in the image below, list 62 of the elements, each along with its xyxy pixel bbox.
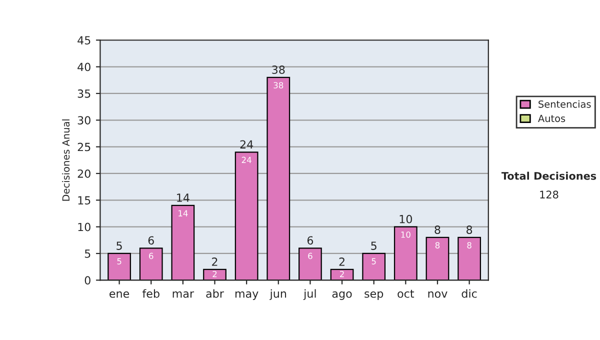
annotation: 38 — [272, 66, 285, 74]
text: 128 — [540, 190, 558, 199]
data-label: 5 — [117, 258, 122, 264]
bar — [458, 236, 481, 280]
text: Total Decisiones — [501, 172, 596, 180]
y-tick-label: 20 — [78, 169, 90, 178]
bar — [362, 252, 386, 280]
bar — [394, 226, 418, 280]
y-tick-label: 30 — [78, 116, 90, 125]
annotation: 6 — [307, 236, 314, 245]
data-label: 6 — [308, 252, 312, 260]
x-tick-label: ago — [332, 291, 352, 300]
y-tick-label: 10 — [78, 222, 90, 232]
y-tick-label: 15 — [78, 196, 90, 205]
y-tick-label: 25 — [78, 142, 90, 152]
bar — [298, 248, 322, 280]
y-tick-label: 5 — [84, 250, 90, 258]
bar — [171, 204, 195, 280]
x-tick-label: abr — [206, 289, 224, 298]
x-tick-label: dic — [462, 289, 477, 298]
data-label: 5 — [372, 258, 376, 264]
data-label: 38 — [274, 82, 284, 88]
x-tick-label: oct — [398, 290, 414, 298]
annotation: 8 — [434, 226, 440, 234]
x-tick-label: nov — [428, 291, 448, 298]
annotation: 6 — [148, 236, 154, 245]
y-tick-label: 0 — [84, 276, 90, 285]
x-tick-label: feb — [142, 289, 160, 298]
data-label: 24 — [242, 156, 252, 163]
x-tick-label: may — [235, 291, 258, 300]
x-tick-label: mar — [172, 291, 194, 298]
x-tick-label: ene — [110, 291, 130, 298]
x-tick-label: sep — [364, 291, 384, 300]
y-tick-label: 45 — [78, 36, 90, 44]
x-tick-label: jun — [270, 289, 286, 300]
bar — [234, 152, 258, 280]
annotation: 14 — [177, 194, 190, 202]
y-axis-title: Decisiones Anual — [62, 119, 70, 201]
y-tick-label: 40 — [78, 62, 90, 72]
legend-label: Sentencias — [538, 100, 591, 108]
legend-label: Autos — [538, 114, 566, 122]
annotation: 8 — [466, 226, 472, 234]
annotation: 5 — [116, 242, 122, 250]
data-label: 14 — [178, 210, 188, 216]
bar — [108, 252, 131, 280]
annotation: 24 — [240, 140, 254, 148]
bar — [426, 236, 450, 280]
data-label: 2 — [212, 270, 217, 278]
data-label: 2 — [340, 270, 344, 278]
data-label: 10 — [401, 231, 410, 238]
annotation: 5 — [371, 242, 376, 250]
annotation: 10 — [400, 214, 412, 224]
y-tick-label: 35 — [78, 89, 90, 98]
data-label: 6 — [149, 252, 154, 260]
x-tick-label: jul — [303, 289, 316, 300]
data-label: 8 — [467, 242, 472, 248]
annotation: 2 — [339, 258, 344, 266]
annotation: 2 — [212, 258, 218, 266]
bar — [266, 76, 290, 280]
data-label: 8 — [435, 242, 440, 248]
bar — [203, 268, 226, 280]
bar — [139, 248, 163, 280]
